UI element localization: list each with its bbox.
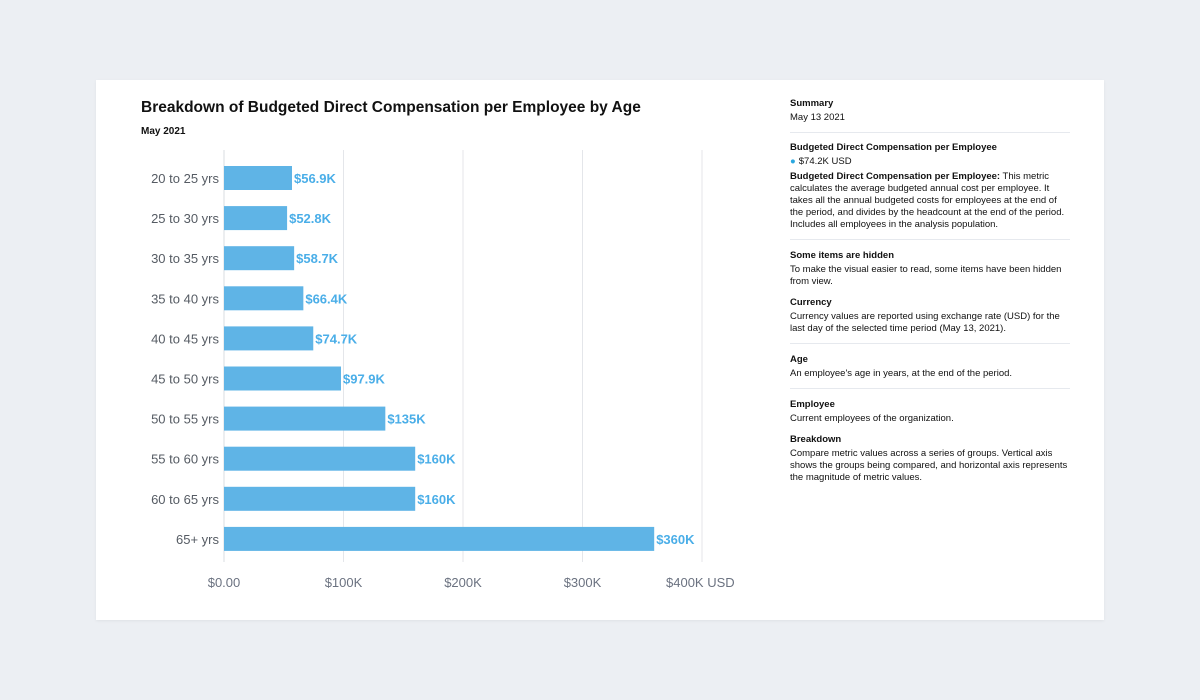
y-tick-label: 55 to 60 yrs	[151, 452, 219, 467]
y-tick-label: 65+ yrs	[176, 532, 219, 547]
summary-panel: Summary May 13 2021 Budgeted Direct Comp…	[790, 98, 1070, 484]
bar-data-label: $97.9K	[343, 372, 386, 387]
y-tick-label: 50 to 55 yrs	[151, 412, 219, 427]
bar	[224, 406, 386, 431]
metric-value: $74.2K USD	[798, 156, 852, 167]
x-tick-label: $200K	[444, 575, 482, 590]
currency-title: Currency	[790, 297, 832, 308]
hidden-section: Some items are hidden To make the visual…	[790, 240, 1070, 288]
metric-description: Budgeted Direct Compensation per Employe…	[790, 171, 1070, 231]
hidden-description: To make the visual easier to read, some …	[790, 264, 1062, 287]
chart-title: Breakdown of Budgeted Direct Compensatio…	[141, 99, 641, 116]
y-tick-label: 45 to 50 yrs	[151, 372, 219, 387]
bar-data-label: $66.4K	[305, 291, 348, 306]
employee-description: Current employees of the organization.	[790, 413, 954, 424]
breakdown-section: Breakdown Compare metric values across a…	[790, 425, 1070, 484]
bar	[224, 526, 655, 551]
currency-section: Currency Currency values are reported us…	[790, 288, 1070, 343]
employee-title: Employee	[790, 399, 835, 410]
bar-data-label: $160K	[417, 492, 456, 507]
bar	[224, 166, 292, 190]
bar	[224, 366, 341, 391]
bar-data-label: $360K	[656, 532, 695, 547]
employee-section: Employee Current employees of the organi…	[790, 389, 1070, 425]
metric-description-text: This metric calculates the average budge…	[790, 171, 1065, 230]
bar	[224, 246, 295, 271]
x-tick-label: $100K	[325, 575, 363, 590]
report-card: Breakdown of Budgeted Direct Compensatio…	[96, 80, 1104, 620]
bar-data-label: $74.7K	[315, 331, 358, 346]
breakdown-title: Breakdown	[790, 434, 842, 445]
bar	[224, 446, 416, 471]
metric-description-label: Budgeted Direct Compensation per Employe…	[790, 171, 1001, 182]
currency-description: Currency values are reported using excha…	[790, 311, 1060, 334]
x-tick-label: $300K	[564, 575, 602, 590]
hidden-title: Some items are hidden	[790, 250, 895, 261]
bar	[224, 206, 288, 231]
y-tick-label: 40 to 45 yrs	[151, 331, 219, 346]
age-title: Age	[790, 354, 808, 365]
summary-title: Summary	[790, 98, 834, 109]
chart-subtitle: May 2021	[141, 126, 186, 137]
y-tick-label: 60 to 65 yrs	[151, 492, 219, 507]
x-tick-label: $400K USD	[666, 575, 735, 590]
metric-section: Budgeted Direct Compensation per Employe…	[790, 133, 1070, 239]
bar-data-label: $52.8K	[289, 211, 332, 226]
bar-data-label: $56.9K	[294, 171, 337, 186]
bar-data-label: $135K	[387, 412, 426, 427]
y-tick-label: 30 to 35 yrs	[151, 251, 219, 266]
bar	[224, 286, 304, 311]
y-tick-label: 35 to 40 yrs	[151, 291, 219, 306]
x-tick-label: $0.00	[208, 575, 241, 590]
divider	[790, 132, 1070, 133]
divider	[790, 239, 1070, 240]
metric-title: Budgeted Direct Compensation per Employe…	[790, 142, 997, 153]
bullet-dot-icon: ●	[790, 156, 796, 167]
age-section: Age An employee's age in years, at the e…	[790, 344, 1070, 388]
y-tick-label: 25 to 30 yrs	[151, 211, 219, 226]
breakdown-description: Compare metric values across a series of…	[790, 448, 1068, 483]
bar	[224, 326, 314, 351]
metric-value-row: ● $74.2K USD	[790, 156, 1070, 168]
divider	[790, 388, 1070, 389]
y-tick-label: 20 to 25 yrs	[151, 171, 219, 186]
divider	[790, 343, 1070, 344]
bar-chart: $0.00 $100K $200K $300K $400K USD 20 to 25 yr…	[151, 150, 735, 590]
bar-data-label: $160K	[417, 452, 456, 467]
summary-date: May 13 2021	[790, 112, 845, 123]
age-description: An employee's age in years, at the end o…	[790, 368, 1013, 379]
summary-section: Summary May 13 2021	[790, 98, 1070, 132]
bar-data-label: $58.7K	[296, 251, 339, 266]
bar	[224, 486, 416, 511]
